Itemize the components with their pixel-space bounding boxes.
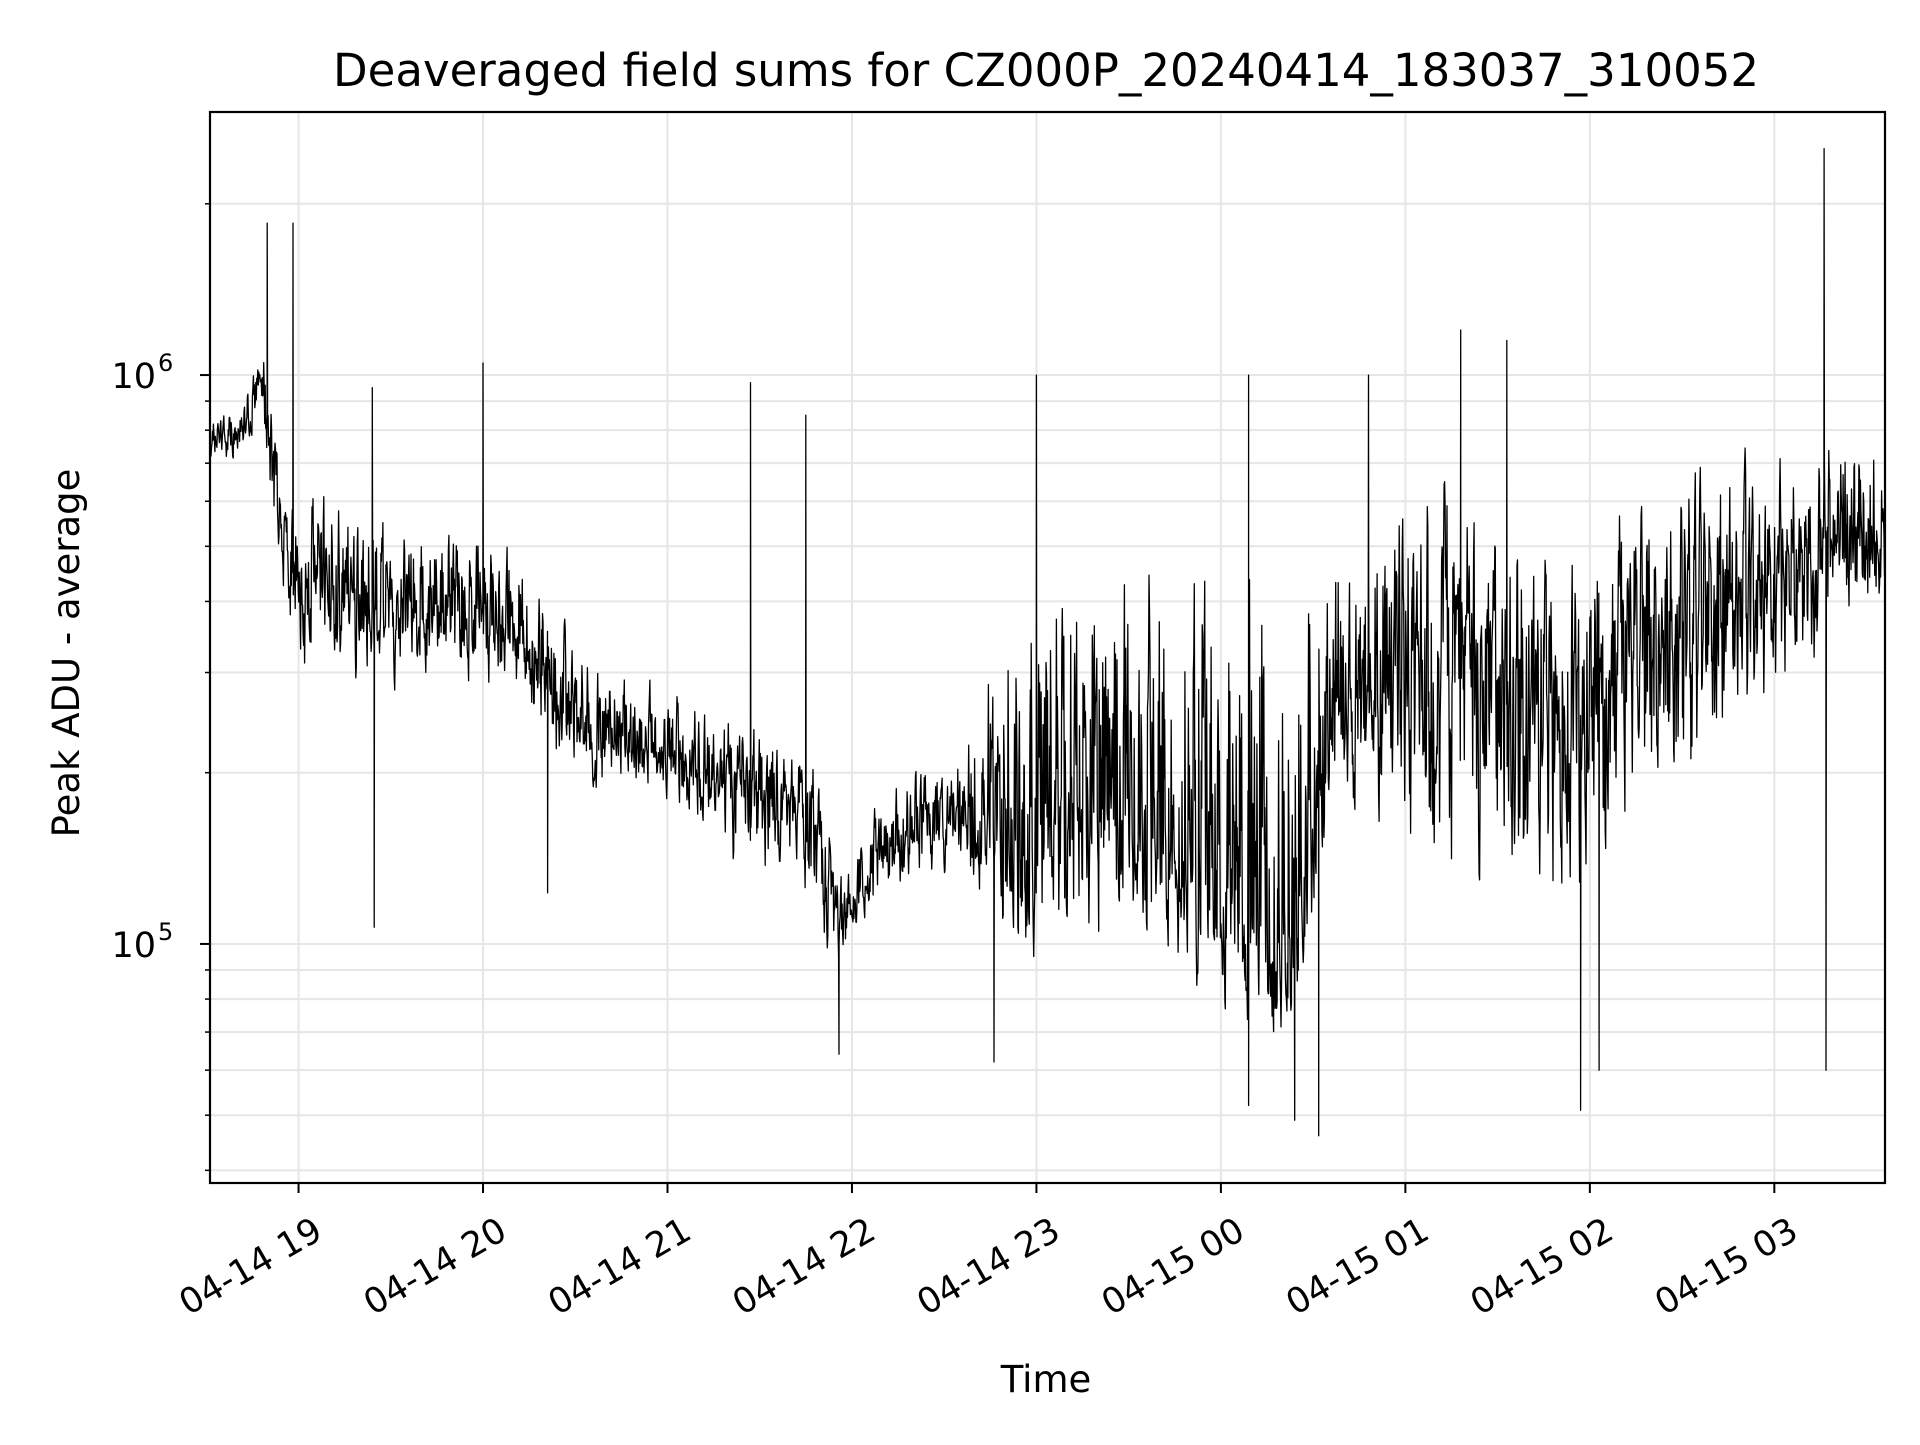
chart-title: Deaveraged field sums for CZ000P_2024041… xyxy=(333,44,1759,97)
x-axis-label: Time xyxy=(1000,1358,1092,1401)
y-tick-label: 10 xyxy=(111,926,156,966)
y-tick-exponent: 6 xyxy=(158,349,173,377)
plot-frame xyxy=(208,110,1887,1185)
grid-layer xyxy=(210,112,1885,1183)
y-tick-label: 10 xyxy=(111,357,156,397)
series-layer xyxy=(209,148,1886,1137)
y-axis-label: Peak ADU - average xyxy=(45,469,88,838)
series-line xyxy=(209,148,1886,1137)
y-tick-exponent: 5 xyxy=(158,918,173,946)
